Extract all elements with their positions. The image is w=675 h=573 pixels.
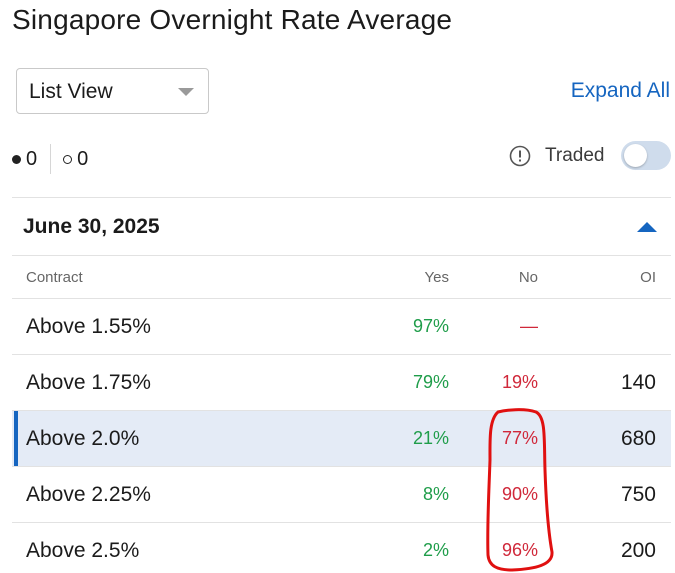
open-interest: 750 bbox=[620, 483, 656, 506]
table-row[interactable]: Above 2.0% 21% 77% 680 bbox=[12, 411, 671, 467]
yes-price-button[interactable]: 79% bbox=[412, 372, 449, 392]
no-price-button[interactable]: — bbox=[520, 316, 538, 336]
contract-name: Above 1.55% bbox=[26, 315, 151, 338]
column-header-contract: Contract bbox=[26, 269, 83, 286]
table-row[interactable]: Above 2.25% 8% 90% 750 bbox=[12, 467, 671, 523]
contracts-table: Contract Yes No OI Above 1.55% 97% — Above … bbox=[12, 255, 671, 573]
column-header-yes: Yes bbox=[424, 269, 449, 286]
toggle-knob bbox=[624, 144, 647, 167]
table-row[interactable]: Above 1.75% 79% 19% 140 bbox=[12, 355, 671, 411]
table-row[interactable]: Above 2.5% 2% 96% 200 bbox=[12, 523, 671, 573]
no-price-button[interactable]: 90% bbox=[501, 484, 538, 504]
empty-count: 0 bbox=[77, 147, 89, 170]
position-counts: 0 0 bbox=[12, 144, 89, 174]
traded-toggle[interactable] bbox=[621, 141, 671, 170]
info-icon[interactable] bbox=[509, 145, 531, 167]
traded-label: Traded bbox=[545, 145, 605, 166]
yes-price-button[interactable]: 97% bbox=[412, 316, 449, 336]
filled-dot-icon bbox=[12, 154, 21, 164]
divider bbox=[12, 197, 671, 198]
date-group-header[interactable]: June 30, 2025 bbox=[12, 198, 671, 255]
open-interest: 680 bbox=[620, 427, 656, 450]
contract-name: Above 2.5% bbox=[26, 539, 140, 562]
no-price-button[interactable]: 77% bbox=[501, 428, 538, 448]
expand-all-link[interactable]: Expand All bbox=[570, 79, 670, 102]
group-date: June 30, 2025 bbox=[23, 215, 160, 238]
caret-down-icon bbox=[178, 88, 194, 96]
view-select-value: List View bbox=[29, 80, 113, 103]
page-title: Singapore Overnight Rate Average bbox=[12, 4, 453, 35]
open-interest: 140 bbox=[620, 371, 656, 394]
no-price-button[interactable]: 96% bbox=[501, 540, 538, 560]
column-header-no: No bbox=[518, 269, 538, 286]
yes-price-button[interactable]: 2% bbox=[422, 540, 449, 560]
filled-count: 0 bbox=[26, 147, 38, 170]
no-price-button[interactable]: 19% bbox=[501, 372, 538, 392]
contract-name: Above 1.75% bbox=[26, 371, 151, 394]
table-row[interactable]: Above 1.55% 97% — bbox=[12, 299, 671, 355]
contract-name: Above 2.0% bbox=[26, 427, 140, 450]
open-interest: 200 bbox=[620, 539, 656, 562]
yes-price-button[interactable]: 8% bbox=[422, 484, 449, 504]
yes-price-button[interactable]: 21% bbox=[412, 428, 449, 448]
empty-dot-icon bbox=[63, 154, 73, 164]
view-select[interactable]: List View bbox=[16, 68, 209, 114]
count-divider bbox=[50, 144, 52, 174]
chevron-up-icon[interactable] bbox=[637, 222, 657, 232]
column-header-oi: OI bbox=[640, 269, 656, 286]
contract-name: Above 2.25% bbox=[26, 483, 151, 506]
table-header: Contract Yes No OI bbox=[12, 256, 671, 299]
